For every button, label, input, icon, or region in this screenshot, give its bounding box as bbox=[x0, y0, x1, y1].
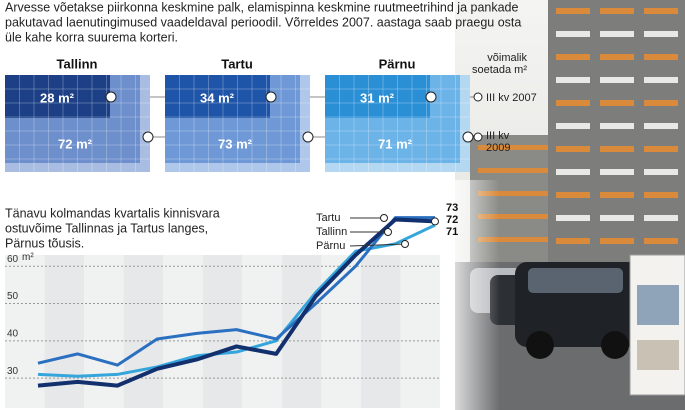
block-2007 bbox=[165, 75, 270, 118]
end-label: 73 bbox=[446, 202, 458, 214]
balcony bbox=[478, 237, 548, 242]
series-name: Tallinn bbox=[316, 226, 347, 238]
balcony bbox=[600, 54, 634, 60]
balcony bbox=[644, 215, 678, 221]
stripe bbox=[163, 255, 203, 408]
balcony bbox=[600, 169, 634, 175]
balcony bbox=[556, 238, 590, 244]
y-tick-label: 60 bbox=[7, 254, 19, 265]
caption: Tänavu kolmandas kvartalis kinnisvara bbox=[5, 206, 220, 220]
balcony bbox=[644, 8, 678, 14]
block-label: 34 m² bbox=[200, 90, 235, 105]
balcony bbox=[600, 238, 634, 244]
balcony bbox=[556, 31, 590, 37]
stripe bbox=[400, 255, 440, 408]
intro-text: Arvesse võetakse piirkonna keskmine palk… bbox=[5, 0, 519, 14]
block-label: 31 m² bbox=[360, 90, 395, 105]
balcony bbox=[478, 214, 548, 219]
balcony bbox=[600, 31, 634, 37]
y-tick-label: 50 bbox=[7, 291, 19, 302]
legend-heading: soetada m² bbox=[472, 64, 527, 76]
legend-label: III kv 2007 bbox=[486, 92, 537, 104]
balcony bbox=[556, 54, 590, 60]
balcony bbox=[556, 215, 590, 221]
photo bbox=[440, 0, 685, 410]
series-name: Pärnu bbox=[316, 240, 345, 252]
marker bbox=[473, 132, 483, 142]
balcony bbox=[644, 100, 678, 106]
block-label: 28 m² bbox=[40, 90, 75, 105]
balcony bbox=[478, 168, 548, 173]
block-2007 bbox=[325, 75, 430, 118]
marker bbox=[302, 131, 314, 143]
block-city: Tartu bbox=[221, 56, 253, 71]
balcony bbox=[644, 192, 678, 198]
block-label: 72 m² bbox=[58, 136, 93, 151]
marker bbox=[431, 217, 439, 226]
balcony bbox=[478, 145, 548, 150]
balcony bbox=[644, 238, 678, 244]
balcony bbox=[600, 146, 634, 152]
block-city: Pärnu bbox=[379, 56, 416, 71]
legend-heading: võimalik bbox=[487, 52, 527, 64]
caption: ostuvõime Tallinnas ja Tartus langes, bbox=[5, 221, 208, 235]
balcony bbox=[644, 31, 678, 37]
y-tick-label: 40 bbox=[7, 328, 19, 339]
balcony bbox=[644, 77, 678, 83]
balcony bbox=[600, 215, 634, 221]
marker bbox=[105, 91, 117, 103]
legend-label: III kv bbox=[486, 130, 510, 142]
leader bbox=[349, 243, 406, 247]
marker bbox=[384, 228, 392, 236]
marker bbox=[142, 131, 154, 143]
intro-text: üle kahe korra suurema korteri. bbox=[5, 30, 178, 44]
balcony bbox=[478, 191, 548, 196]
balcony bbox=[556, 8, 590, 14]
legend-label: 2009 bbox=[486, 142, 510, 154]
stripe bbox=[281, 255, 322, 408]
stripe bbox=[5, 255, 45, 408]
balcony bbox=[644, 146, 678, 152]
balcony bbox=[644, 169, 678, 175]
balcony bbox=[600, 123, 634, 129]
balcony bbox=[600, 8, 634, 14]
balcony bbox=[600, 77, 634, 83]
marker bbox=[462, 131, 474, 143]
stripe bbox=[360, 255, 401, 408]
marker bbox=[425, 91, 437, 103]
marker bbox=[401, 240, 409, 248]
marker bbox=[265, 91, 277, 103]
balcony bbox=[600, 100, 634, 106]
balcony bbox=[556, 169, 590, 175]
y-unit: m² bbox=[22, 252, 34, 263]
marker bbox=[473, 92, 483, 102]
block-city: Tallinn bbox=[57, 56, 98, 71]
caption: Pärnus tõusis. bbox=[5, 236, 84, 250]
series-name: Tartu bbox=[316, 212, 340, 224]
balcony bbox=[556, 100, 590, 106]
marker bbox=[380, 214, 388, 222]
block-label: 73 m² bbox=[218, 136, 253, 151]
line bbox=[37, 216, 435, 367]
y-tick-label: 30 bbox=[7, 366, 19, 377]
end-label: 71 bbox=[446, 226, 458, 238]
block-2007 bbox=[5, 75, 110, 118]
end-label: 72 bbox=[446, 214, 458, 226]
block-label: 71 m² bbox=[378, 136, 413, 151]
line bbox=[37, 217, 436, 388]
stripe bbox=[123, 255, 164, 408]
balcony bbox=[556, 146, 590, 152]
balcony bbox=[644, 54, 678, 60]
balcony bbox=[556, 123, 590, 129]
balcony bbox=[556, 192, 590, 198]
balcony bbox=[644, 123, 678, 129]
intro-text: pakutavad laenutingimused vaadeldaval pe… bbox=[5, 15, 521, 29]
balcony bbox=[556, 77, 590, 83]
balcony bbox=[600, 192, 634, 198]
